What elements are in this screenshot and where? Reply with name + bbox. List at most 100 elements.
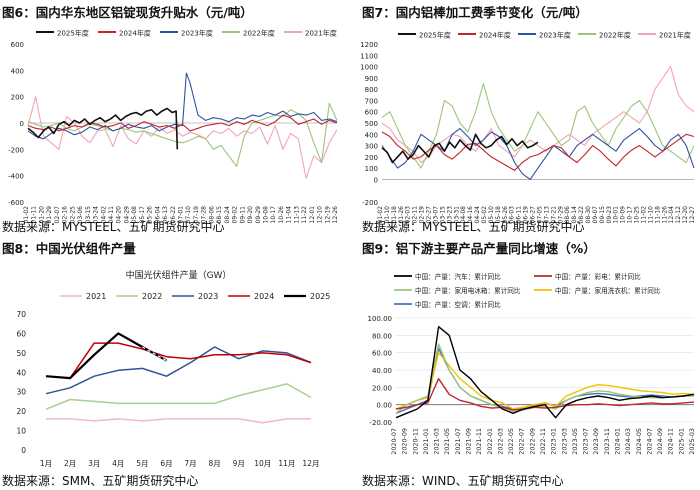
x-tick-label: 08-15 bbox=[216, 206, 223, 224]
x-tick-label: 2020-11 bbox=[411, 428, 419, 455]
y-tick-label: 40 bbox=[16, 368, 26, 377]
x-tick-label: 2024-07 bbox=[645, 428, 653, 455]
legend-label: 中国：产量：家用洗衣机：累计同比 bbox=[555, 286, 661, 295]
x-tick-label: 09-11 bbox=[239, 206, 246, 224]
y-tick-label: 80.00 bbox=[372, 332, 392, 340]
x-tick-label: 06-13 bbox=[162, 206, 169, 224]
series-line-2022 bbox=[45, 383, 312, 410]
x-tick-label: 2023-05 bbox=[571, 428, 579, 455]
y-tick-label: 400 bbox=[365, 131, 378, 139]
legend-label: 2021 bbox=[86, 292, 106, 301]
x-tick-label: 12月 bbox=[302, 459, 319, 468]
x-tick-label: 04-29 bbox=[123, 206, 130, 224]
y-tick-label: 60 bbox=[16, 329, 26, 338]
series-line-2024 bbox=[27, 114, 338, 132]
x-tick-label: 3月 bbox=[88, 459, 100, 468]
y-tick-label: 200 bbox=[11, 94, 24, 102]
chart-title: 中国光伏组件产量（GW） bbox=[126, 269, 232, 281]
x-tick-label: 2024-11 bbox=[667, 428, 675, 455]
x-tick-label: 2022-07 bbox=[518, 428, 526, 455]
x-tick-label: 09-07 bbox=[592, 206, 599, 224]
figure-6-title: 图6：国内华东地区铝锭现货升贴水（元/吨） bbox=[2, 5, 253, 20]
x-tick-label: 01-02 bbox=[23, 206, 30, 224]
legend-label: 2025年度 bbox=[57, 29, 89, 38]
x-tick-label: 01-02 bbox=[377, 206, 384, 224]
x-tick-label: 10-08 bbox=[262, 206, 269, 224]
y-tick-label: 300 bbox=[365, 143, 378, 151]
x-tick-label: 2023-07 bbox=[582, 428, 590, 455]
x-tick-label: 03-31 bbox=[453, 206, 460, 224]
series-2025-forecast-dash bbox=[142, 346, 167, 362]
x-tick-label: 02-16 bbox=[62, 206, 69, 224]
x-tick-label: 4月 bbox=[112, 459, 124, 468]
x-tick-label: 09-20 bbox=[247, 206, 254, 224]
figure-7-chart: 2025年度 2024年度 2023年度 2022年度 2021年度 -200 0 100 20… bbox=[360, 31, 696, 224]
series-line-2021 bbox=[27, 96, 338, 179]
x-tick-label: 12-10 bbox=[317, 206, 324, 224]
x-tick-label: 2021-01 bbox=[422, 428, 430, 455]
x-tick-label: 7月 bbox=[184, 459, 196, 468]
x-tick-label: 2023-09 bbox=[592, 428, 600, 455]
x-tick-label: 2025-03 bbox=[688, 428, 696, 455]
x-tick-label: 08-06 bbox=[564, 206, 571, 224]
x-tick-label: 2021-07 bbox=[454, 428, 462, 455]
legend-label: 2021年度 bbox=[659, 31, 691, 40]
x-tick-label: 11-10 bbox=[647, 206, 654, 224]
x-tick-label: 07-19 bbox=[193, 206, 200, 224]
legend-label: 2022 bbox=[142, 292, 162, 301]
x-tick-label: 02-11 bbox=[412, 206, 419, 224]
x-tick-label: 2024-03 bbox=[624, 428, 632, 455]
x-tick-label: 07-13 bbox=[543, 206, 550, 224]
x-tick-label: 11-04 bbox=[286, 206, 293, 224]
x-tick-label: 11-18 bbox=[654, 206, 661, 224]
x-tick-label: 04-20 bbox=[116, 206, 123, 224]
x-tick-label: 2023-03 bbox=[560, 428, 568, 455]
series-line-2023 bbox=[27, 72, 338, 140]
x-tick-label: 11-26 bbox=[661, 206, 668, 224]
x-tick-label: 03-06 bbox=[77, 206, 84, 224]
legend-label: 2025年度 bbox=[419, 31, 451, 40]
series-line-2021 bbox=[381, 66, 695, 164]
x-tick-label: 2022-09 bbox=[528, 428, 536, 455]
x-tick-label: 2021-03 bbox=[433, 428, 441, 455]
figure-8-chart: 中国光伏组件产量（GW） 2021 2022 2023 2024 2025 0 10 20 30 4… bbox=[16, 269, 330, 468]
y-tick-label: 100.00 bbox=[368, 315, 393, 323]
legend-label: 2022年度 bbox=[243, 29, 275, 38]
y-tick-label: 0 bbox=[20, 120, 24, 128]
x-tick-label: 03-15 bbox=[85, 206, 92, 224]
legend-label: 2021年度 bbox=[305, 29, 337, 38]
y-tick-label: 0 bbox=[374, 176, 378, 184]
x-tick-label: 01-18 bbox=[391, 206, 398, 224]
series-line-2023 bbox=[45, 346, 312, 395]
x-tick-label: 2023-11 bbox=[603, 428, 611, 455]
x-tick-label: 04-08 bbox=[460, 206, 467, 224]
figure-7-source: 数据来源：MYSTEEL、五矿期货研究中心 bbox=[362, 220, 585, 234]
x-tick-label: 12-04 bbox=[668, 206, 675, 224]
x-tick-label: 06-11 bbox=[516, 206, 523, 224]
x-tick-label: 09-02 bbox=[232, 206, 239, 224]
series-line-2022 bbox=[27, 102, 338, 167]
x-tick-label: 10-25 bbox=[634, 206, 641, 224]
y-tick-label: 0.00 bbox=[376, 402, 392, 410]
x-tick-label: 04-16 bbox=[467, 206, 474, 224]
legend-label: 2024年度 bbox=[479, 31, 511, 40]
x-tick-label: 10-17 bbox=[627, 206, 634, 224]
x-tick-label: 2022-11 bbox=[539, 428, 547, 455]
y-tick-label: 900 bbox=[365, 75, 378, 83]
x-tick-label: 07-21 bbox=[550, 206, 557, 224]
y-tick-label: 20.00 bbox=[372, 384, 392, 392]
series-line-2023 bbox=[381, 128, 695, 180]
figure-7-title: 图7：国内铝棒加工费季节变化（元/吨） bbox=[362, 5, 588, 20]
x-tick-label: 2022-03 bbox=[496, 428, 504, 455]
x-tick-label: 10-09 bbox=[620, 206, 627, 224]
x-tick-label: 06-27 bbox=[530, 206, 537, 224]
y-tick-label: 800 bbox=[365, 86, 378, 94]
x-tick-label: 02-25 bbox=[69, 206, 76, 224]
x-tick-label: 2020-09 bbox=[401, 428, 409, 455]
x-tick-label: 05-26 bbox=[147, 206, 154, 224]
y-tick-label: 700 bbox=[365, 97, 378, 105]
x-tick-label: 2023-01 bbox=[550, 428, 558, 455]
x-tick-label: 06-04 bbox=[154, 206, 161, 224]
x-tick-label: 02-19 bbox=[419, 206, 426, 224]
legend-label: 2024年度 bbox=[119, 29, 151, 38]
